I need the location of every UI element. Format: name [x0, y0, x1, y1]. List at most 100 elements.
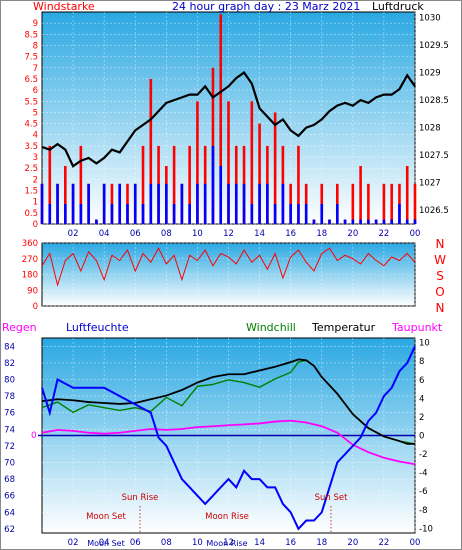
wind-gust-bar [48, 145, 52, 224]
tick-label-x: 14 [254, 538, 265, 548]
wind-avg-bar [320, 203, 324, 224]
tick-label-y-left: 66 [4, 492, 15, 502]
tick-label-y: 90 [27, 286, 38, 296]
compass-label: W [434, 253, 446, 267]
wind-avg-bar [328, 219, 331, 224]
tick-label-y-left: 78 [4, 392, 15, 402]
compass-label: N [436, 301, 445, 315]
tick-label-y-left: 6.5 [24, 75, 38, 85]
tick-label-y: 180 [22, 271, 38, 281]
tick-label-y-left: 6 [33, 86, 38, 96]
tick-label-y-right: 0 [419, 432, 424, 442]
tick-label-y-left: 5 [33, 108, 38, 118]
tick-label-y-right: 1028.5 [419, 96, 449, 106]
tick-label-x: 00 [410, 229, 421, 239]
wind-gust-bar [413, 183, 417, 224]
wind-avg-bar [48, 203, 52, 224]
wind-direction-series [41, 247, 416, 287]
tick-label-y-left: 62 [4, 525, 15, 535]
tick-label-y-left: 3.5 [24, 142, 38, 152]
tick-label-y-left: 7.5 [24, 53, 38, 63]
tick-label-y-left: 1.5 [24, 187, 38, 197]
chart-left-label: Windstarke [33, 0, 95, 13]
tick-label-x: 08 [161, 229, 172, 239]
wind-avg-bar [367, 219, 370, 224]
moon-set-label: Moon Set [86, 512, 126, 522]
wind-gust-bar [258, 123, 261, 224]
wind-avg-bar [312, 219, 316, 224]
dewpoint-label: Taupunkt [391, 321, 443, 334]
wind-avg-bar [413, 219, 417, 224]
tick-label-y-left: 5.5 [24, 97, 38, 107]
tick-label-x: 10 [192, 538, 203, 548]
wind-gust-bar [227, 101, 230, 224]
wind-avg-bar [133, 183, 137, 224]
tick-label-y-left: 82 [4, 359, 15, 369]
humidity-line [41, 345, 416, 531]
tick-label-x: 14 [254, 229, 265, 239]
pressure-line [41, 71, 416, 168]
temp-humidity-axes: 626466687072747678808284-10-8-6-4-202468… [4, 339, 433, 548]
wind-direction-line [41, 247, 416, 287]
sun-moon-annotations: Sun Rise Moon Set Moon Rise Sun Set Moon Set… [86, 493, 348, 548]
tick-label-x: 00 [410, 538, 421, 548]
tick-label-x: 06 [130, 229, 141, 239]
wind-gust-bar [79, 145, 83, 224]
wind-avg-bar [102, 183, 106, 224]
tick-label-x: 06 [130, 538, 141, 548]
tick-label-x: 18 [316, 229, 327, 239]
wind-avg-bar [165, 183, 168, 224]
wind-avg-bar [304, 203, 308, 224]
wind-gust-bar [405, 165, 409, 224]
tick-label-y-left: 84 [4, 342, 15, 352]
wind-gust-bar [196, 101, 199, 224]
rain-label: Regen [2, 321, 37, 334]
wind-avg-bar [203, 183, 207, 224]
tick-label-y-right: 1026.5 [419, 206, 449, 216]
sun-set-label: Sun Set [315, 493, 348, 503]
tick-label-y-left: 2 [33, 175, 38, 185]
wind-avg-bar [234, 183, 238, 224]
wind-avg-bar [196, 183, 199, 224]
wind-avg-bar [64, 203, 67, 224]
tick-label-y-left: 64 [4, 508, 15, 518]
tick-label-y-right: 10 [419, 339, 430, 349]
tick-label-y-right: 1029 [419, 69, 441, 79]
wind-avg-bar [359, 219, 362, 224]
tick-label-y-right: 6 [419, 376, 424, 386]
tick-label-x: 02 [68, 229, 79, 239]
tick-label-y-right: 8 [419, 357, 424, 367]
tick-label-y-left: 4.5 [24, 120, 38, 130]
tick-label-x: 04 [99, 229, 110, 239]
wind-avg-bar [351, 219, 355, 224]
tick-label-y-right: 1029.5 [419, 41, 449, 51]
moon-set-axis-label: Moon Set [87, 539, 124, 548]
wind-avg-bar [398, 203, 401, 224]
windchill-label: Windchill [246, 321, 296, 334]
wind-avg-bar [335, 203, 339, 224]
tick-label-y-right: -6 [419, 487, 427, 497]
wind-gust-bar [219, 14, 223, 224]
tick-label-x: 22 [379, 538, 390, 548]
tick-label-y: 360 [22, 239, 38, 249]
wind-gust-bar [141, 145, 145, 224]
tick-label-x: 04 [99, 538, 110, 548]
wind-avg-bar [227, 183, 230, 224]
wind-gust-bar [351, 183, 355, 224]
wind-avg-bar [56, 183, 59, 224]
tick-label-y-left: 7 [33, 64, 38, 74]
tick-label-y-right: 1028 [419, 124, 441, 134]
moon-rise-label: Moon Rise [205, 512, 249, 522]
tick-label-y-left: 2.5 [24, 164, 38, 174]
temp-humidity-series [38, 345, 416, 531]
wind-gust-bar [172, 145, 176, 224]
tick-label-y-left: 68 [4, 475, 15, 485]
wind-avg-bar [297, 203, 300, 224]
chart-right-label: Luftdruck [372, 0, 424, 13]
tick-label-x: 16 [285, 538, 296, 548]
wind-avg-bar [258, 183, 261, 224]
humidity-label: Luftfeuchte [66, 321, 129, 334]
wind-avg-bar [281, 183, 285, 224]
wind-avg-bar [289, 203, 292, 224]
